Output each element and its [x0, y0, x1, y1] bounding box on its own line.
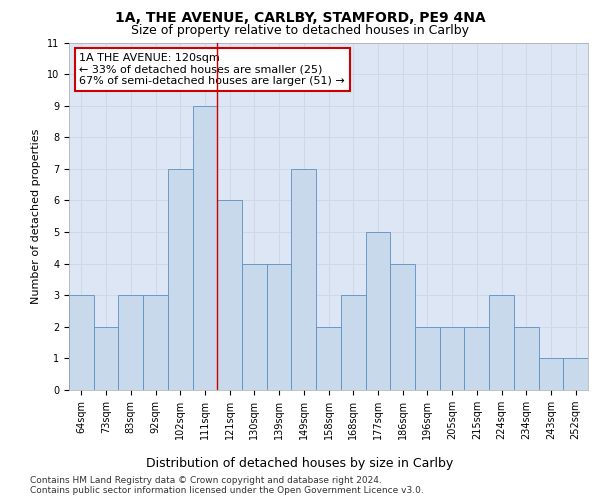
Bar	[316, 327, 341, 390]
Bar	[539, 358, 563, 390]
Bar	[365, 232, 390, 390]
Y-axis label: Number of detached properties: Number of detached properties	[31, 128, 41, 304]
Bar	[217, 200, 242, 390]
Bar	[267, 264, 292, 390]
Bar	[341, 295, 365, 390]
Bar	[193, 106, 217, 390]
Text: 1A THE AVENUE: 120sqm
← 33% of detached houses are smaller (25)
67% of semi-deta: 1A THE AVENUE: 120sqm ← 33% of detached …	[79, 53, 345, 86]
Bar	[563, 358, 588, 390]
Bar	[242, 264, 267, 390]
Bar	[514, 327, 539, 390]
Bar	[390, 264, 415, 390]
Bar	[69, 295, 94, 390]
Bar	[118, 295, 143, 390]
Bar	[464, 327, 489, 390]
Text: 1A, THE AVENUE, CARLBY, STAMFORD, PE9 4NA: 1A, THE AVENUE, CARLBY, STAMFORD, PE9 4N…	[115, 11, 485, 25]
Text: Size of property relative to detached houses in Carlby: Size of property relative to detached ho…	[131, 24, 469, 37]
Bar	[292, 169, 316, 390]
Bar	[143, 295, 168, 390]
Bar	[415, 327, 440, 390]
Text: Distribution of detached houses by size in Carlby: Distribution of detached houses by size …	[146, 458, 454, 470]
Bar	[440, 327, 464, 390]
Bar	[94, 327, 118, 390]
Bar	[489, 295, 514, 390]
Bar	[168, 169, 193, 390]
Text: Contains HM Land Registry data © Crown copyright and database right 2024.
Contai: Contains HM Land Registry data © Crown c…	[30, 476, 424, 496]
